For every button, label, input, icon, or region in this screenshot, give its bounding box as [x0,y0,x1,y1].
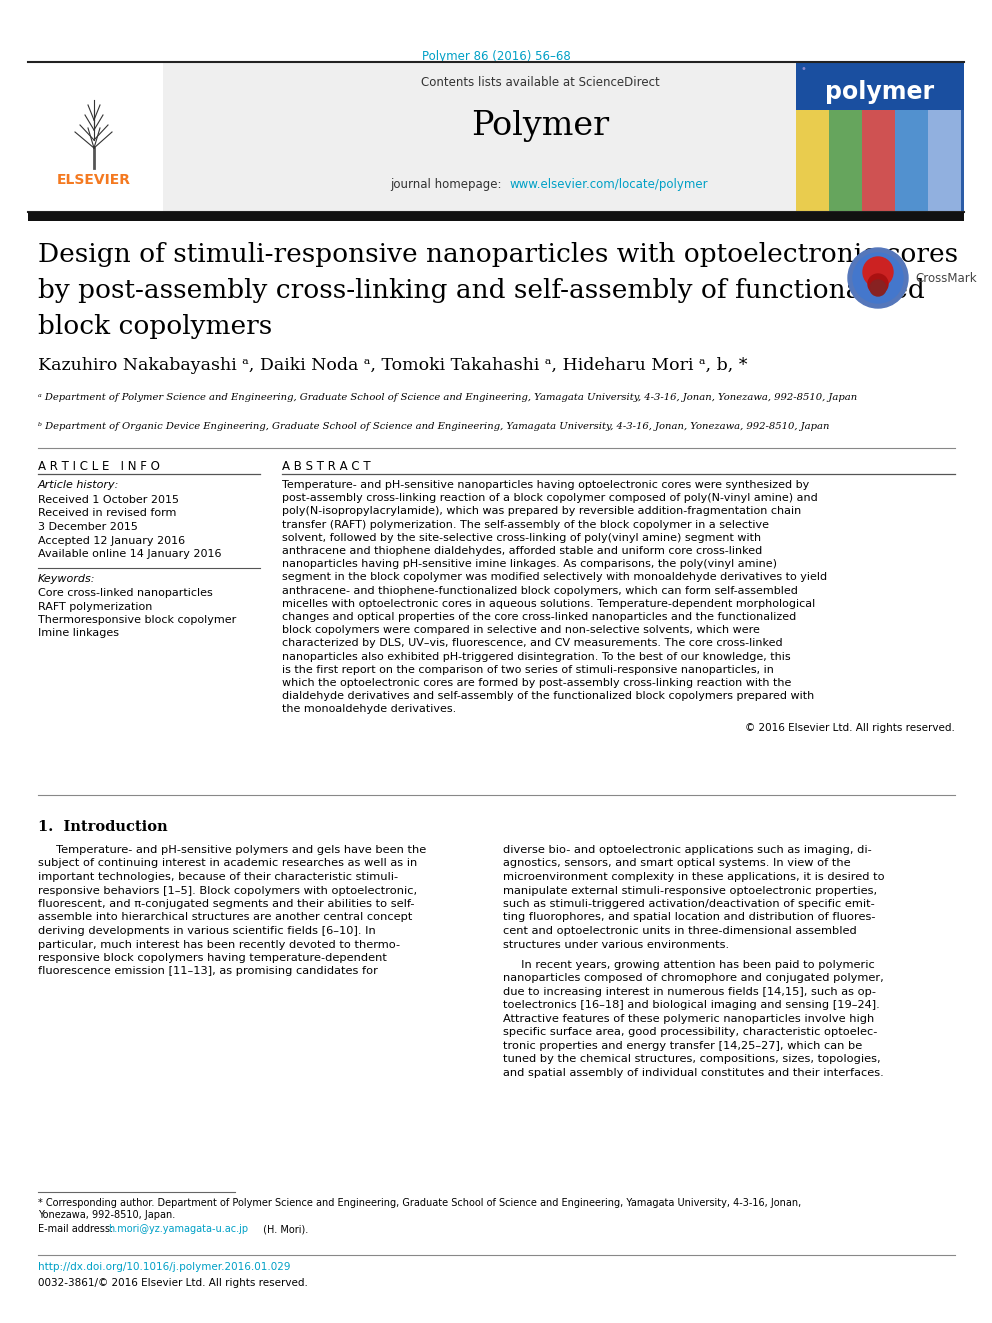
Text: the monoaldehyde derivatives.: the monoaldehyde derivatives. [282,704,456,714]
Bar [796,110,964,212]
Circle shape [870,280,886,296]
Circle shape [848,247,908,308]
Text: changes and optical properties of the core cross-linked nanoparticles and the fu: changes and optical properties of the co… [282,613,797,622]
Text: ELSEVIER: ELSEVIER [57,173,131,187]
Text: by post-assembly cross-linking and self-assembly of functionalized: by post-assembly cross-linking and self-… [38,278,925,303]
Bar [28,62,964,212]
Text: journal homepage:: journal homepage: [390,179,509,191]
Text: post-assembly cross-linking reaction of a block copolymer composed of poly(N-vin: post-assembly cross-linking reaction of … [282,493,817,503]
Text: such as stimuli-triggered activation/deactivation of specific emit-: such as stimuli-triggered activation/dea… [503,900,875,909]
Text: responsive behaviors [1–5]. Block copolymers with optoelectronic,: responsive behaviors [1–5]. Block copoly… [38,885,417,896]
Text: A B S T R A C T: A B S T R A C T [282,460,371,474]
Text: Article history:: Article history: [38,480,119,490]
Text: Accepted 12 January 2016: Accepted 12 January 2016 [38,536,186,545]
Text: and spatial assembly of individual constitutes and their interfaces.: and spatial assembly of individual const… [503,1068,884,1078]
Text: nanoparticles having pH-sensitive imine linkages. As comparisons, the poly(vinyl: nanoparticles having pH-sensitive imine … [282,560,777,569]
Bar [28,62,163,212]
Text: 0032-3861/© 2016 Elsevier Ltd. All rights reserved.: 0032-3861/© 2016 Elsevier Ltd. All right… [38,1278,308,1289]
Bar [796,62,964,212]
Text: ting fluorophores, and spatial location and distribution of fluores-: ting fluorophores, and spatial location … [503,913,876,922]
Text: tuned by the chemical structures, compositions, sizes, topologies,: tuned by the chemical structures, compos… [503,1054,881,1064]
Bar [796,110,829,212]
Text: block copolymers: block copolymers [38,314,272,339]
Text: manipulate external stimuli-responsive optoelectronic properties,: manipulate external stimuli-responsive o… [503,885,877,896]
Text: microenvironment complexity in these applications, it is desired to: microenvironment complexity in these app… [503,872,885,882]
Text: Attractive features of these polymeric nanoparticles involve high: Attractive features of these polymeric n… [503,1013,874,1024]
Text: segment in the block copolymer was modified selectively with monoaldehyde deriva: segment in the block copolymer was modif… [282,573,827,582]
Text: characterized by DLS, UV–vis, fluorescence, and CV measurements. The core cross-: characterized by DLS, UV–vis, fluorescen… [282,639,783,648]
Text: Temperature- and pH-sensitive polymers and gels have been the: Temperature- and pH-sensitive polymers a… [38,845,427,855]
Text: particular, much interest has been recently devoted to thermo-: particular, much interest has been recen… [38,939,400,950]
Text: ᵃ Department of Polymer Science and Engineering, Graduate School of Science and : ᵃ Department of Polymer Science and Engi… [38,393,857,402]
Text: © 2016 Elsevier Ltd. All rights reserved.: © 2016 Elsevier Ltd. All rights reserved… [745,722,955,733]
Text: specific surface area, good processibility, characteristic optoelec-: specific surface area, good processibili… [503,1027,877,1037]
Text: fluorescence emission [11–13], as promising candidates for: fluorescence emission [11–13], as promis… [38,967,378,976]
Text: Kazuhiro Nakabayashi ᵃ, Daiki Noda ᵃ, Tomoki Takahashi ᵃ, Hideharu Mori ᵃ, b, *: Kazuhiro Nakabayashi ᵃ, Daiki Noda ᵃ, To… [38,357,748,374]
Text: due to increasing interest in numerous fields [14,15], such as op-: due to increasing interest in numerous f… [503,987,876,996]
Circle shape [868,274,888,294]
Text: Polymer 86 (2016) 56–68: Polymer 86 (2016) 56–68 [422,50,570,64]
Text: ᵇ Department of Organic Device Engineering, Graduate School of Science and Engin: ᵇ Department of Organic Device Engineeri… [38,422,829,431]
Text: anthracene and thiophene dialdehydes, afforded stable and uniform core cross-lin: anthracene and thiophene dialdehydes, af… [282,546,762,556]
Bar [28,212,964,221]
Text: Core cross-linked nanoparticles: Core cross-linked nanoparticles [38,587,212,598]
Bar [895,110,928,212]
Text: dialdehyde derivatives and self-assembly of the functionalized block copolymers : dialdehyde derivatives and self-assembly… [282,691,814,701]
Text: E-mail address:: E-mail address: [38,1224,116,1234]
Circle shape [853,253,903,303]
Text: diverse bio- and optoelectronic applications such as imaging, di-: diverse bio- and optoelectronic applicat… [503,845,872,855]
Text: micelles with optoelectronic cores in aqueous solutions. Temperature-dependent m: micelles with optoelectronic cores in aq… [282,599,815,609]
Text: Thermoresponsive block copolymer: Thermoresponsive block copolymer [38,615,236,624]
Text: which the optoelectronic cores are formed by post-assembly cross-linking reactio: which the optoelectronic cores are forme… [282,677,792,688]
Circle shape [863,257,893,287]
Text: Design of stimuli-responsive nanoparticles with optoelectronic cores: Design of stimuli-responsive nanoparticl… [38,242,958,267]
Text: Received in revised form: Received in revised form [38,508,177,519]
Text: anthracene- and thiophene-functionalized block copolymers, which can form self-a: anthracene- and thiophene-functionalized… [282,586,798,595]
Bar [928,110,961,212]
Text: h.mori@yz.yamagata-u.ac.jp: h.mori@yz.yamagata-u.ac.jp [108,1224,248,1234]
Text: A R T I C L E   I N F O: A R T I C L E I N F O [38,460,160,474]
Text: polymer: polymer [825,79,934,105]
Text: solvent, followed by the site-selective cross-linking of poly(vinyl amine) segme: solvent, followed by the site-selective … [282,533,761,542]
Bar [862,110,895,212]
Text: CrossMark: CrossMark [915,271,977,284]
Text: Keywords:: Keywords: [38,574,95,583]
Text: Contents lists available at ScienceDirect: Contents lists available at ScienceDirec… [421,75,660,89]
Text: In recent years, growing attention has been paid to polymeric: In recent years, growing attention has b… [503,959,875,970]
Text: RAFT polymerization: RAFT polymerization [38,602,153,611]
Text: cent and optoelectronic units in three-dimensional assembled: cent and optoelectronic units in three-d… [503,926,857,935]
Text: www.elsevier.com/locate/polymer: www.elsevier.com/locate/polymer [510,179,708,191]
Text: 1.  Introduction: 1. Introduction [38,820,168,833]
Text: deriving developments in various scientific fields [6–10]. In: deriving developments in various scienti… [38,926,376,935]
Text: Polymer: Polymer [471,110,609,142]
Bar [829,110,862,212]
Text: nanoparticles composed of chromophore and conjugated polymer,: nanoparticles composed of chromophore an… [503,974,884,983]
Text: important technologies, because of their characteristic stimuli-: important technologies, because of their… [38,872,398,882]
Text: tronic properties and energy transfer [14,25–27], which can be: tronic properties and energy transfer [1… [503,1041,862,1050]
Text: transfer (RAFT) polymerization. The self-assembly of the block copolymer in a se: transfer (RAFT) polymerization. The self… [282,520,769,529]
Text: (H. Mori).: (H. Mori). [260,1224,309,1234]
Text: block copolymers were compared in selective and non-selective solvents, which we: block copolymers were compared in select… [282,626,760,635]
Text: Yonezawa, 992-8510, Japan.: Yonezawa, 992-8510, Japan. [38,1211,176,1220]
Text: agnostics, sensors, and smart optical systems. In view of the: agnostics, sensors, and smart optical sy… [503,859,850,868]
Text: structures under various environments.: structures under various environments. [503,939,729,950]
Text: * Corresponding author. Department of Polymer Science and Engineering, Graduate : * Corresponding author. Department of Po… [38,1199,802,1208]
Text: fluorescent, and π-conjugated segments and their abilities to self-: fluorescent, and π-conjugated segments a… [38,900,415,909]
Text: nanoparticles also exhibited pH-triggered disintegration. To the best of our kno: nanoparticles also exhibited pH-triggere… [282,652,791,662]
Text: http://dx.doi.org/10.1016/j.polymer.2016.01.029: http://dx.doi.org/10.1016/j.polymer.2016… [38,1262,291,1271]
Text: poly(N-isopropylacrylamide), which was prepared by reversible addition-fragmenta: poly(N-isopropylacrylamide), which was p… [282,507,802,516]
Text: 3 December 2015: 3 December 2015 [38,523,138,532]
Text: subject of continuing interest in academic researches as well as in: subject of continuing interest in academ… [38,859,418,868]
Text: Temperature- and pH-sensitive nanoparticles having optoelectronic cores were syn: Temperature- and pH-sensitive nanopartic… [282,480,809,490]
Text: responsive block copolymers having temperature-dependent: responsive block copolymers having tempe… [38,953,387,963]
Text: Received 1 October 2015: Received 1 October 2015 [38,495,179,505]
Text: •: • [800,64,806,74]
Text: Available online 14 January 2016: Available online 14 January 2016 [38,549,221,560]
Text: Imine linkages: Imine linkages [38,628,119,639]
Text: is the first report on the comparison of two series of stimuli-responsive nanopa: is the first report on the comparison of… [282,664,774,675]
Text: toelectronics [16–18] and biological imaging and sensing [19–24].: toelectronics [16–18] and biological ima… [503,1000,880,1011]
Text: assemble into hierarchical structures are another central concept: assemble into hierarchical structures ar… [38,913,413,922]
